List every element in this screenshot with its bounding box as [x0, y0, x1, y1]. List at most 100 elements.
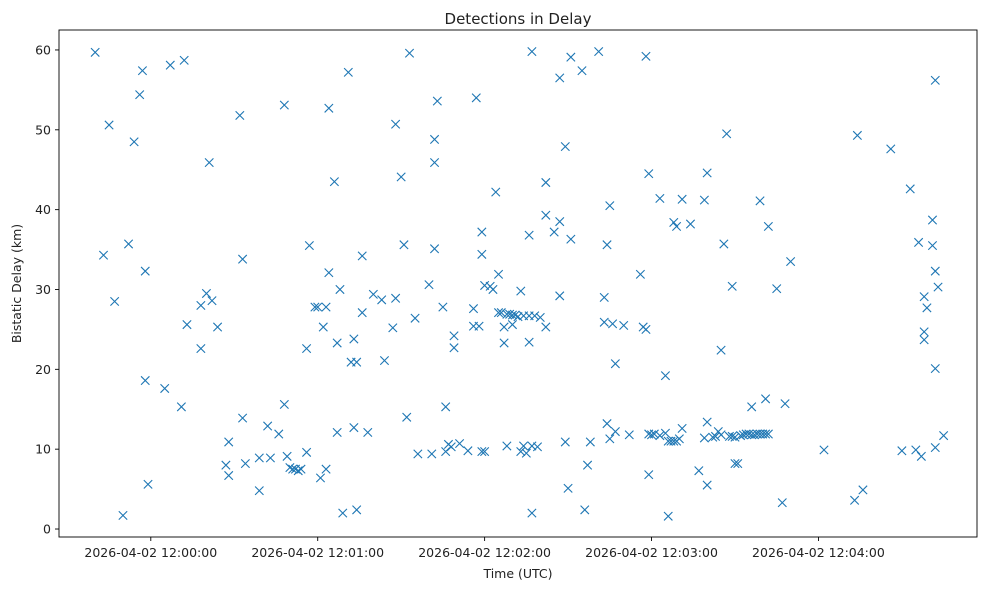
data-point	[343, 67, 353, 77]
data-point	[566, 52, 576, 62]
data-point	[143, 479, 153, 489]
data-point	[338, 508, 348, 518]
data-point	[110, 296, 120, 307]
data-point	[566, 234, 576, 244]
data-point	[235, 110, 245, 121]
data-point	[911, 445, 921, 455]
data-point	[677, 194, 687, 204]
data-point	[474, 321, 484, 331]
data-point	[644, 169, 654, 179]
data-point	[605, 201, 615, 211]
data-point	[760, 429, 771, 439]
data-point	[238, 254, 248, 264]
data-point	[555, 217, 565, 227]
data-point	[927, 215, 938, 225]
data-point	[282, 451, 292, 461]
data-point	[279, 100, 289, 110]
data-point	[730, 458, 740, 469]
data-point	[786, 256, 796, 267]
data-point	[493, 269, 504, 279]
x-axis: 2026-04-02 12:00:00 2026-04-02 12:01:00 20…	[84, 537, 885, 560]
data-point	[477, 227, 487, 237]
x-tick-label: 2026-04-02 12:03:00	[585, 545, 718, 560]
data-point	[493, 308, 504, 318]
data-point	[727, 431, 737, 441]
y-tick-label: 50	[35, 122, 51, 137]
data-point	[518, 441, 529, 451]
data-point	[352, 505, 362, 515]
data-point	[905, 184, 915, 194]
data-point	[930, 442, 940, 453]
data-point	[424, 280, 434, 290]
data-point	[118, 510, 128, 521]
data-point	[719, 239, 729, 249]
y-tick-label: 20	[35, 362, 51, 377]
data-point	[560, 437, 570, 447]
data-point	[930, 363, 940, 374]
data-point	[221, 460, 231, 470]
data-point	[524, 230, 534, 240]
data-point	[660, 428, 671, 438]
data-point	[196, 343, 206, 354]
data-point	[727, 281, 737, 291]
data-point	[669, 217, 679, 228]
plot-frame	[58, 29, 978, 538]
data-point	[777, 498, 787, 508]
data-point	[582, 460, 593, 470]
data-point	[763, 221, 773, 232]
data-point	[238, 413, 248, 423]
data-point	[429, 157, 440, 168]
data-point	[922, 303, 932, 313]
data-point	[599, 317, 609, 327]
data-point	[655, 431, 665, 441]
data-point	[610, 359, 620, 369]
data-point	[858, 485, 868, 495]
data-point	[535, 312, 545, 323]
data-point	[363, 427, 373, 437]
data-point	[716, 430, 726, 440]
data-point	[507, 320, 518, 330]
data-point	[315, 473, 326, 483]
data-point	[760, 394, 771, 404]
y-tick-label: 30	[35, 282, 51, 297]
y-tick-label: 10	[35, 442, 51, 457]
data-point	[913, 237, 924, 247]
data-point	[332, 427, 342, 437]
data-point	[669, 436, 679, 446]
data-point	[449, 331, 459, 341]
x-axis-title: Time (UTC)	[482, 566, 552, 581]
data-point	[254, 486, 264, 496]
data-point	[772, 284, 782, 294]
data-point	[349, 423, 359, 433]
x-tick-label: 2026-04-02 12:01:00	[251, 545, 384, 560]
data-point	[733, 458, 743, 469]
data-point	[541, 322, 551, 332]
data-point	[674, 434, 684, 444]
data-point	[477, 446, 487, 457]
x-tick-label: 2026-04-02 12:04:00	[752, 545, 885, 560]
data-point	[747, 402, 757, 412]
data-point	[699, 195, 709, 205]
data-point	[780, 399, 790, 409]
data-point	[685, 219, 696, 229]
data-point	[391, 293, 401, 303]
data-point	[763, 429, 773, 439]
data-point	[129, 137, 139, 147]
data-point	[491, 187, 501, 197]
data-point	[916, 451, 926, 461]
data-point	[98, 250, 109, 260]
data-point	[368, 289, 378, 299]
data-point	[104, 120, 114, 130]
data-point	[755, 196, 765, 206]
data-point	[555, 291, 565, 301]
y-axis-title: Bistatic Delay (km)	[9, 224, 24, 343]
data-point	[563, 483, 573, 493]
data-point	[471, 93, 481, 103]
data-point	[224, 470, 234, 481]
data-point	[410, 313, 420, 323]
data-point	[90, 47, 100, 57]
data-point	[527, 46, 537, 57]
data-point	[332, 338, 342, 348]
data-point	[201, 288, 212, 299]
data-point	[919, 335, 929, 345]
